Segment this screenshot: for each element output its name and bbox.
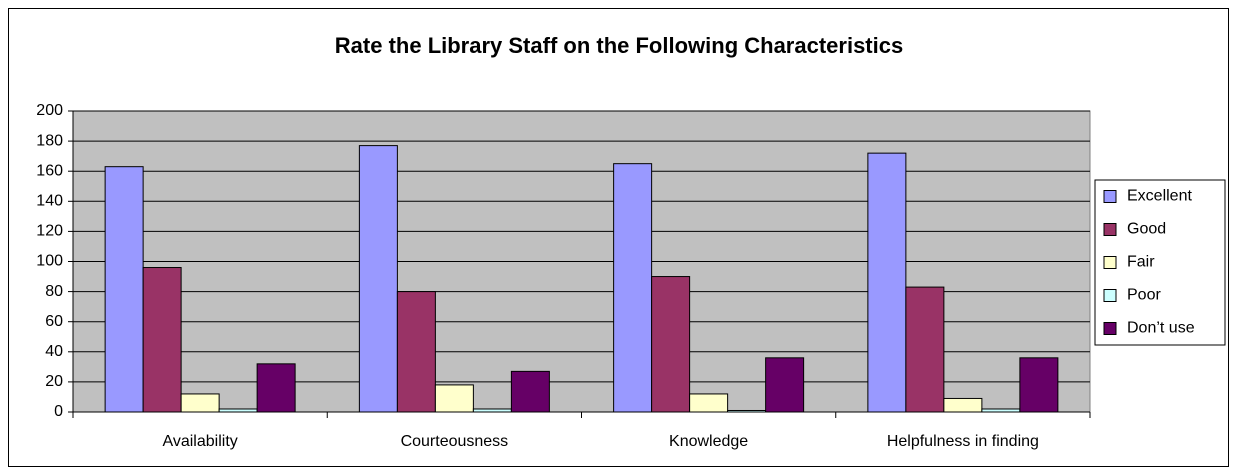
bar	[396, 291, 436, 413]
y-tick-label: 20	[45, 373, 63, 390]
bar	[180, 393, 220, 413]
legend-swatch	[1103, 289, 1117, 302]
legend-swatch	[1103, 322, 1117, 335]
legend-label: Fair	[1127, 254, 1155, 271]
bar	[256, 363, 296, 413]
x-tick-label: Courteousness	[401, 433, 509, 450]
x-tick-label: Availability	[162, 433, 237, 450]
legend-swatch	[1103, 256, 1117, 269]
x-tick-label: Knowledge	[669, 433, 748, 450]
bar	[867, 152, 907, 413]
legend-label: Don’t use	[1127, 320, 1195, 337]
bar	[434, 384, 474, 413]
chart-title: Rate the Library Staff on the Following …	[335, 33, 903, 58]
x-tick-label: Helpfulness in finding	[887, 433, 1039, 450]
y-tick-label: 120	[36, 223, 63, 240]
bar	[510, 370, 550, 413]
y-tick-label: 80	[45, 283, 63, 300]
y-tick-label: 60	[45, 313, 63, 330]
bar	[472, 408, 512, 413]
legend-box	[1094, 179, 1226, 346]
bar	[218, 408, 258, 413]
bar	[727, 409, 767, 413]
y-tick-label: 200	[36, 102, 63, 119]
y-tick-label: 100	[36, 253, 63, 270]
y-tick-label: 160	[36, 162, 63, 179]
legend-label: Good	[1127, 221, 1166, 238]
bar	[651, 276, 691, 413]
legend-swatch	[1103, 223, 1117, 236]
bar	[104, 166, 144, 413]
bar	[943, 397, 983, 413]
bar	[1019, 357, 1059, 413]
bar	[142, 267, 182, 413]
y-tick-label: 180	[36, 132, 63, 149]
bar	[358, 145, 398, 413]
bar	[613, 163, 653, 413]
bar	[981, 408, 1021, 413]
bar	[765, 357, 805, 413]
bar	[689, 393, 729, 413]
legend-label: Poor	[1127, 287, 1161, 304]
bar	[905, 286, 945, 413]
y-tick-label: 140	[36, 193, 63, 210]
legend-label: Excellent	[1127, 188, 1192, 205]
y-tick-label: 40	[45, 343, 63, 360]
y-tick-label: 0	[54, 403, 63, 420]
legend-swatch	[1103, 190, 1117, 203]
